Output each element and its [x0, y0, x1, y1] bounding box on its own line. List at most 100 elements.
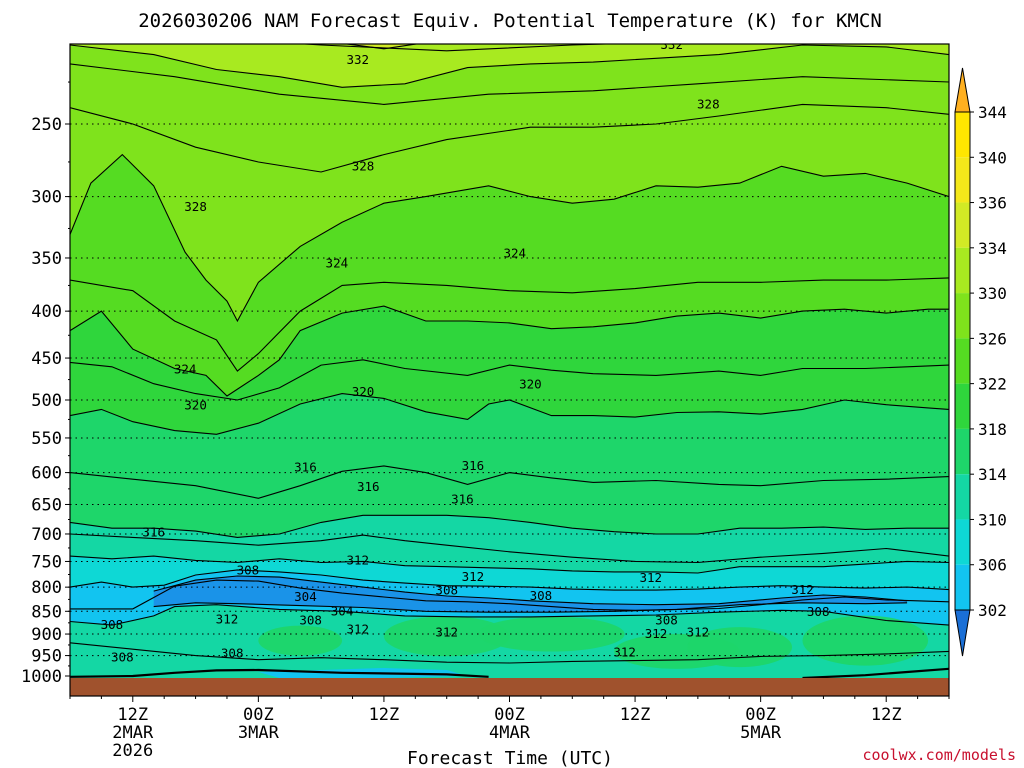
contour-label-text: 332 — [346, 52, 369, 67]
ground-below-surface — [70, 678, 949, 696]
contour-label-text: 316 — [142, 524, 165, 539]
contour-label: 308 — [530, 588, 553, 603]
colorbar-segment — [955, 474, 970, 520]
contour-label: 312 — [216, 612, 239, 627]
contour-label-text: 312 — [435, 624, 458, 639]
theta-e-field — [70, 44, 949, 696]
contour-label: 312 — [462, 569, 485, 584]
contour-label: 320 — [184, 398, 207, 413]
contour-line — [802, 667, 949, 680]
contour-label-text: 308 — [530, 588, 553, 603]
source-credit[interactable]: coolwx.com/models — [862, 746, 1016, 764]
colorbar-top-cap — [954, 67, 971, 113]
contour-label: 308 — [807, 604, 830, 619]
colorbar-label: 330 — [978, 284, 1007, 303]
contour-label-text: 320 — [352, 384, 375, 399]
x-tick-label: 12Z — [620, 705, 651, 725]
contour-label-text: 312 — [687, 625, 710, 640]
contour-label-text: 316 — [462, 458, 485, 473]
contour-label: 312 — [613, 645, 636, 660]
colorbar-segment — [955, 112, 970, 158]
colorbar-frame — [954, 111, 971, 611]
contour-label: 312 — [639, 570, 662, 585]
contour-line — [70, 533, 949, 564]
x-tick-label: 00Z — [243, 705, 274, 725]
y-tick-label: 350 — [31, 249, 62, 269]
x-tick-sublabel: 2026 — [112, 741, 153, 761]
x-tick-label: 12Z — [117, 705, 148, 725]
x-tick-sublabel: 4MAR — [489, 723, 531, 743]
y-tick-label: 600 — [31, 464, 62, 484]
x-tick-label: 12Z — [369, 705, 400, 725]
colorbar-label: 344 — [978, 103, 1007, 122]
contour-line — [70, 569, 949, 591]
contour-label-text: 308 — [101, 617, 124, 632]
contour-label: 308 — [111, 650, 134, 665]
colorbar-label: 336 — [978, 194, 1007, 213]
y-tick-label: 650 — [31, 495, 62, 515]
colorbar-label: 318 — [978, 420, 1007, 439]
contour-line — [70, 604, 949, 626]
y-tick-label: 1000 — [21, 667, 62, 687]
contour-label-text: 308 — [807, 604, 830, 619]
contour-label: 316 — [462, 458, 485, 473]
contour-label-text: 308 — [655, 613, 678, 628]
x-tick-sublabel: 3MAR — [238, 723, 280, 743]
contour-label: 308 — [435, 583, 458, 598]
colorbar-segment — [955, 247, 970, 294]
colorbar-segment — [955, 202, 970, 248]
contour-label-text: 312 — [645, 626, 668, 641]
contour-label-text: 316 — [357, 479, 380, 494]
colorbar-label: 310 — [978, 510, 1007, 529]
colorbar-label: 314 — [978, 465, 1007, 484]
contour-line — [70, 44, 949, 88]
colorbar-label: 322 — [978, 375, 1007, 394]
contour-label-text: 324 — [326, 256, 349, 271]
contour-line — [70, 393, 949, 435]
contour-label-text: 316 — [451, 492, 474, 507]
colorbar-label: 334 — [978, 239, 1007, 258]
contour-label: 312 — [687, 625, 710, 640]
x-tick-label: 00Z — [745, 705, 776, 725]
contour-label-text: 320 — [184, 398, 207, 413]
contour-label: 328 — [184, 199, 207, 214]
contour-label: 320 — [519, 377, 542, 392]
contour-label-text: 312 — [613, 645, 636, 660]
contour-label: 312 — [645, 626, 668, 641]
y-tick-label: 550 — [31, 429, 62, 449]
colorbar-label: 340 — [978, 148, 1007, 167]
x-tick-sublabel: 2MAR — [112, 723, 154, 743]
y-tick-label: 250 — [31, 115, 62, 135]
contour-line — [70, 153, 949, 323]
x-axis-label: Forecast Time (UTC) — [407, 748, 613, 768]
y-tick-label: 500 — [31, 391, 62, 411]
contour-label-text: 312 — [462, 569, 485, 584]
contour-label: 312 — [346, 552, 369, 567]
contour-label-text: 308 — [299, 613, 322, 628]
contour-label-text: 312 — [346, 552, 369, 567]
contour-label-text: 332 — [660, 37, 683, 52]
contour-label-text: 308 — [111, 650, 134, 665]
contour-label: 332 — [660, 37, 683, 52]
contour-label: 308 — [101, 617, 124, 632]
contour-label-text: 308 — [221, 645, 244, 660]
colorbar-segment — [955, 383, 970, 429]
contour-label-text: 312 — [346, 622, 369, 637]
colorbar-segment — [955, 338, 970, 384]
colorbar-label: 306 — [978, 556, 1007, 575]
colorbar: 344 340 336 334 330 326 322 318 314 310 306 302 — [954, 67, 1007, 657]
x-tick-label: 12Z — [871, 705, 902, 725]
contour-label-text: 308 — [237, 562, 260, 577]
contour-label-text: 304 — [294, 589, 317, 604]
contour-label-text: 312 — [639, 570, 662, 585]
y-tick-label: 450 — [31, 349, 62, 369]
contour-label: 308 — [655, 613, 678, 628]
contour-label: 316 — [294, 459, 317, 474]
x-tick-label: 00Z — [494, 705, 525, 725]
contour-label-text: 328 — [697, 96, 720, 111]
contour-label: 312 — [435, 624, 458, 639]
contour-label: 324 — [326, 256, 349, 271]
